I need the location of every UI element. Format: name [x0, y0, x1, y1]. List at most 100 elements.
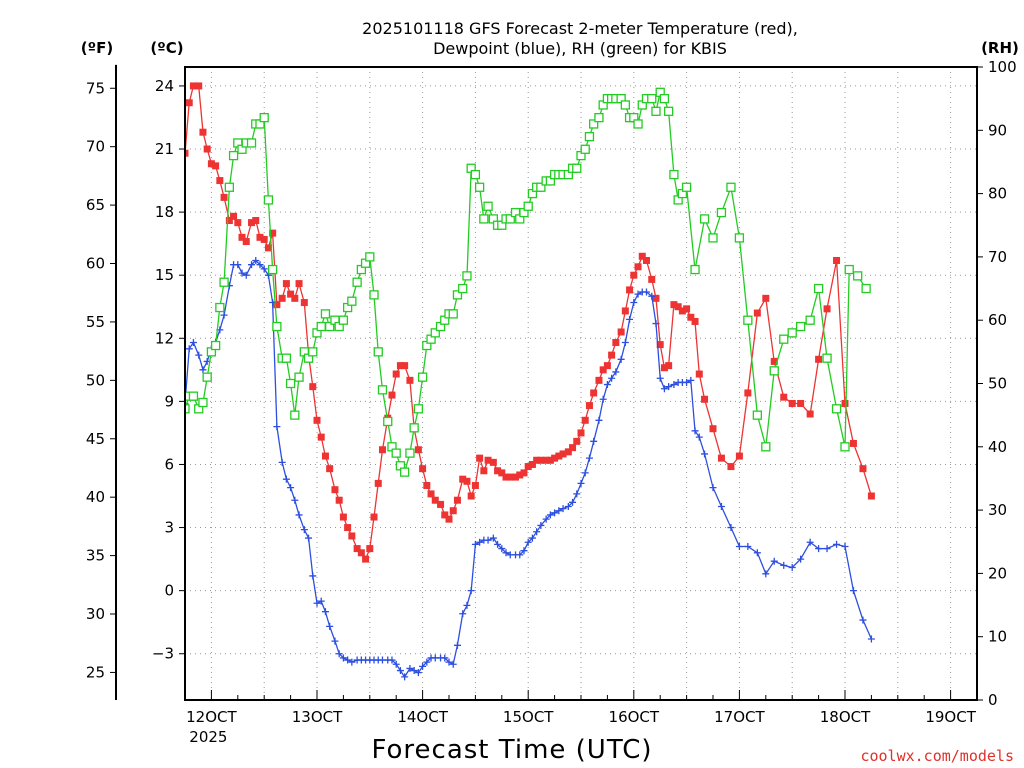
rh-point: [325, 321, 335, 332]
rh-point: [316, 321, 326, 332]
dewpoint-point: [727, 524, 735, 532]
temperature-point: [581, 416, 589, 424]
dewpoint-point: [449, 660, 457, 668]
temperature-point: [471, 481, 479, 489]
x-tick-label: 19OCT: [925, 708, 976, 726]
temperature-point: [476, 454, 484, 462]
temperature-point: [256, 233, 264, 241]
rh-point: [479, 214, 489, 224]
dewpoint-point: [585, 454, 593, 462]
temperature-point: [683, 305, 691, 313]
rh-point: [726, 182, 736, 192]
x-tick-label: 14OCT: [397, 708, 448, 726]
dewpoint-point: [489, 534, 497, 542]
temperature-point: [709, 425, 717, 433]
rh-point: [263, 195, 274, 205]
dewpoint-point: [670, 381, 678, 389]
dewpoint-point: [234, 261, 242, 269]
dewpoint-point: [287, 484, 295, 492]
dewpoint-point: [423, 658, 431, 666]
rh-point: [659, 94, 670, 104]
dewpoint-point: [317, 597, 325, 605]
temperature-point: [753, 309, 761, 317]
dewpoint-point: [815, 545, 823, 553]
rh-point: [399, 467, 410, 477]
dewpoint-point: [608, 374, 616, 382]
dewpoint-point: [189, 338, 197, 346]
temperature-point: [542, 456, 550, 464]
dewpoint-point: [573, 490, 581, 498]
temperature-point: [546, 456, 554, 464]
temperature-point: [770, 357, 778, 365]
temperature-point: [414, 446, 422, 454]
rh-tick-label: 20: [988, 564, 1007, 582]
dewpoint-point: [273, 423, 281, 431]
dewpoint-point: [305, 534, 313, 542]
temperature-point: [427, 490, 435, 498]
dewpoint-point: [859, 616, 867, 624]
dewpoint-point: [687, 376, 695, 384]
c-tick-label: 3: [164, 519, 174, 537]
rh-point: [413, 404, 424, 414]
dewpoint-point: [414, 669, 422, 677]
temperature-point: [287, 290, 295, 298]
rh-point: [347, 296, 357, 306]
temperature-point: [520, 469, 528, 477]
rh-point: [430, 328, 440, 338]
temperature-point: [608, 351, 616, 359]
credit-text: coolwx.com/models: [860, 747, 1014, 765]
temperature-point: [735, 452, 743, 460]
temperature-point: [498, 469, 506, 477]
temperature-point: [849, 439, 857, 447]
dewpoint-point: [542, 515, 550, 523]
chart-title-line-2: Dewpoint (blue), RH (green) for KBIS: [433, 39, 727, 58]
temperature-point: [612, 338, 620, 346]
temperature-point: [533, 456, 541, 464]
f-tick-label: 65: [86, 196, 105, 214]
rh-point: [831, 404, 842, 414]
temperature-point: [815, 355, 823, 363]
rh-point: [584, 131, 595, 142]
dewpoint-point: [753, 549, 761, 557]
rh-point: [308, 347, 318, 357]
rh-tick-label: 60: [988, 311, 1007, 329]
dewpoint-point: [595, 416, 603, 424]
temperature-point: [252, 217, 260, 225]
dewpoint-point: [463, 601, 471, 609]
dewpoint-point: [313, 599, 321, 607]
rh-tick-label: 40: [988, 438, 1007, 456]
rh-point: [452, 290, 463, 300]
dewpoint-point: [630, 299, 638, 307]
temperature-point: [339, 513, 347, 521]
dewpoint-point: [780, 561, 788, 569]
temperature-point: [326, 465, 334, 473]
dewpoint-point: [642, 288, 650, 296]
dewpoint-point: [833, 540, 841, 548]
temperature-point: [353, 545, 361, 553]
c-tick-label: 21: [155, 140, 174, 158]
rh-point: [285, 378, 296, 389]
rh-point: [228, 150, 239, 161]
temperature-point: [642, 256, 650, 264]
rh-point: [373, 347, 383, 357]
temperature-point: [823, 305, 831, 313]
x-tick-label: 12OCT: [186, 708, 237, 726]
x-tick-label: 15OCT: [503, 708, 554, 726]
dewpoint-point: [406, 664, 414, 672]
temperature-point: [484, 456, 492, 464]
dewpoint-point: [520, 547, 528, 555]
rh-point: [743, 315, 753, 325]
rh-point: [267, 264, 278, 275]
temperature-point: [585, 402, 593, 410]
rh-point: [202, 372, 212, 382]
x-tick-label: 16OCT: [609, 708, 660, 726]
rh-point: [259, 112, 269, 123]
temperature-point: [207, 160, 215, 168]
dewpoint-point: [494, 540, 502, 548]
temperature-point: [634, 263, 642, 271]
temperature-point: [489, 458, 497, 466]
dewpoint-point: [524, 538, 532, 546]
dewpoint-point: [220, 311, 228, 319]
dewpoint-point: [300, 526, 308, 534]
